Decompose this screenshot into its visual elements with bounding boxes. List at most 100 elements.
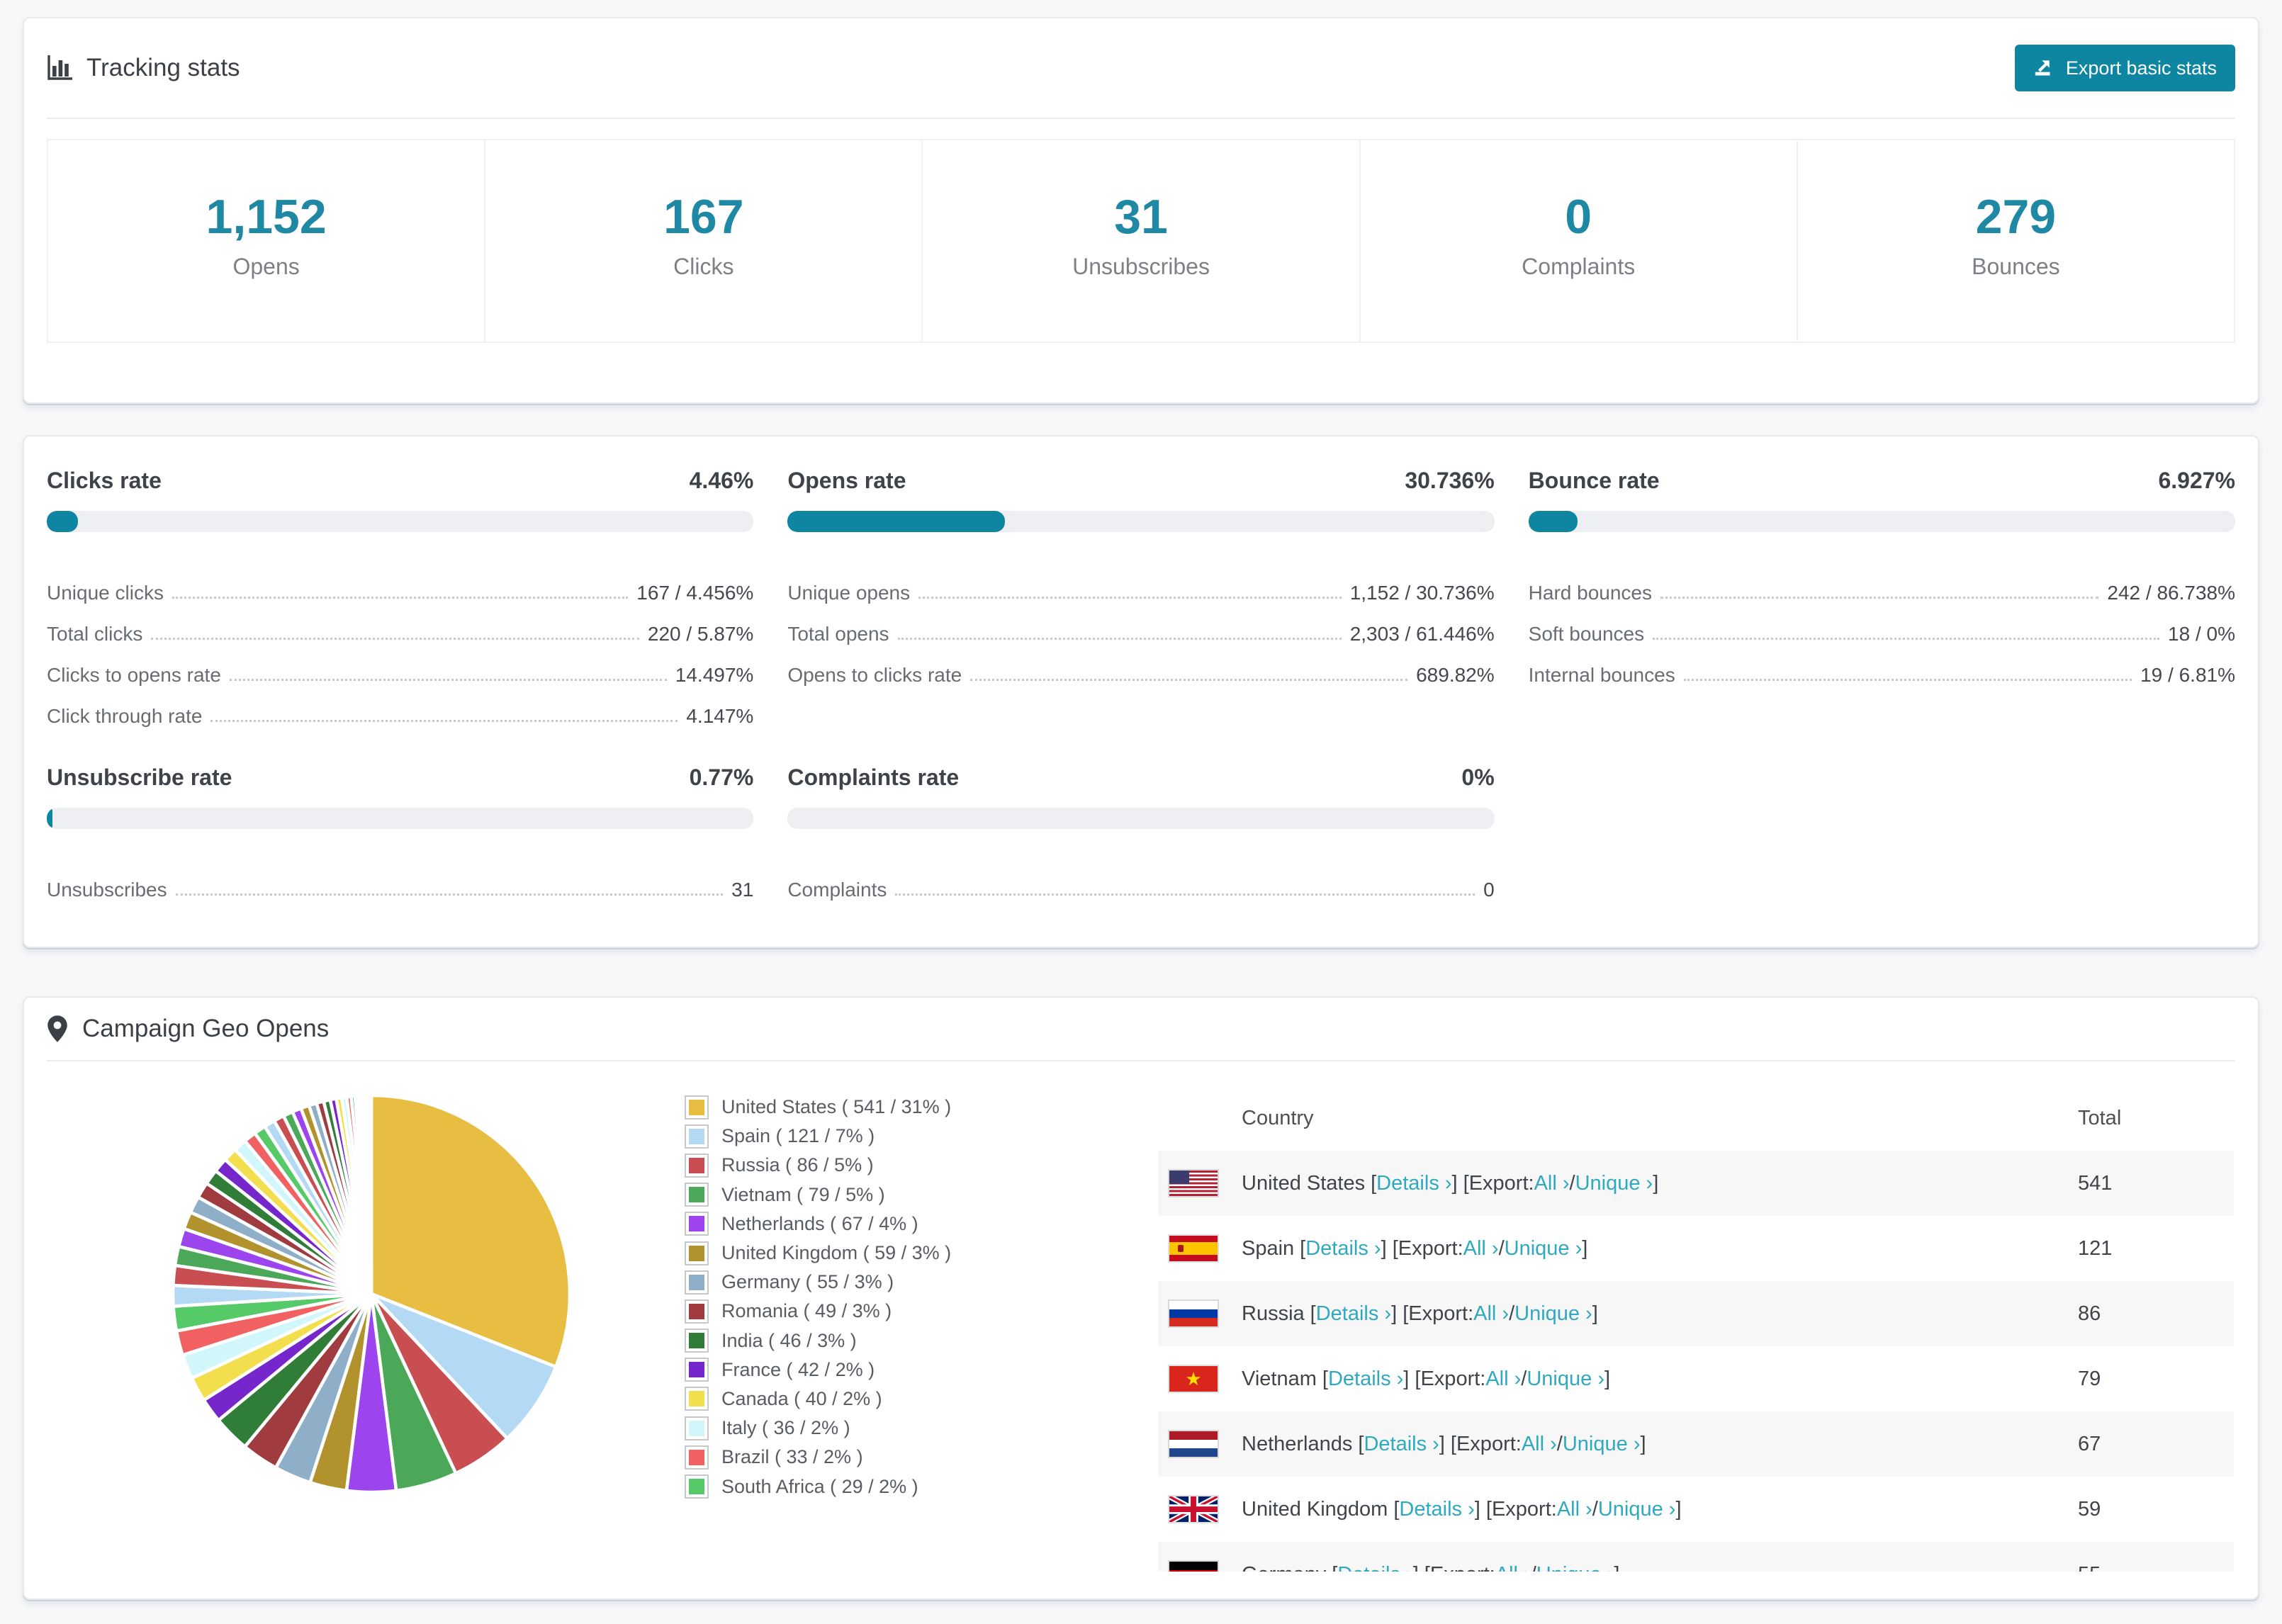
rate-row-value: 1,152 / 30.736%	[1349, 582, 1495, 604]
export-unique-link[interactable]: Unique ›	[1562, 1432, 1641, 1455]
rate-row: Click through rate 4.147%	[47, 687, 753, 728]
table-row: United Kingdom[Details ›] [Export: All ›…	[1158, 1477, 2234, 1542]
geo-title: Campaign Geo Opens	[82, 1015, 330, 1042]
dotted-leader	[1660, 597, 2099, 599]
details-link[interactable]: Details ›	[1337, 1563, 1412, 1572]
rate-row: Hard bounces 242 / 86.738%	[1529, 563, 2235, 604]
campaign-geo-opens-card: Campaign Geo Opens United States ( 541 /…	[23, 996, 2259, 1600]
export-all-link[interactable]: All ›	[1485, 1367, 1522, 1390]
export-unique-link[interactable]: Unique ›	[1504, 1236, 1583, 1260]
export-all-link[interactable]: All ›	[1473, 1302, 1510, 1325]
dotted-leader	[1653, 638, 2160, 640]
export-icon	[2033, 55, 2055, 81]
stat-box: 31 Unsubscribes	[921, 139, 1361, 343]
legend-swatch	[685, 1358, 709, 1382]
country-column-header: Country	[1242, 1106, 1314, 1129]
country-cell: United States[Details ›] [Export: All › …	[1169, 1171, 2078, 1196]
legend-swatch	[685, 1153, 709, 1178]
rate-row-label: Soft bounces	[1528, 623, 1645, 645]
rate-row-value: 242 / 86.738%	[2107, 582, 2235, 604]
country-cell: Spain[Details ›] [Export: All › / Unique…	[1169, 1236, 2078, 1261]
legend-label: Russia ( 86 / 5% )	[721, 1154, 874, 1176]
dotted-leader	[970, 679, 1408, 681]
rate-row-label: Hard bounces	[1528, 582, 1652, 604]
rate-row: Soft bounces 18 / 0%	[1529, 604, 2235, 645]
export-unique-link[interactable]: Unique ›	[1575, 1171, 1653, 1195]
rate-row-value: 14.497%	[675, 664, 754, 686]
rate-row: Unique opens 1,152 / 30.736%	[787, 563, 1494, 604]
total-column-header: Total	[2078, 1106, 2122, 1129]
rate-row-label: Click through rate	[47, 705, 203, 727]
rate-rows: Unsubscribes 31	[47, 860, 753, 901]
rate-value: 6.927%	[2158, 468, 2235, 493]
rate-title: Clicks rate	[47, 468, 162, 493]
export-button-label: Export basic stats	[2065, 57, 2217, 79]
stat-value: 279	[1975, 190, 2057, 244]
flag-united-kingdom	[1169, 1496, 1218, 1522]
legend-swatch	[685, 1474, 709, 1499]
pie-slice	[369, 1292, 558, 1440]
export-label: Export:	[1408, 1302, 1474, 1325]
legend-swatch	[685, 1212, 709, 1236]
export-all-link[interactable]: All ›	[1463, 1236, 1499, 1260]
tracking-stats-header: Tracking stats Export basic stats	[24, 18, 2258, 118]
dotted-leader	[918, 597, 1342, 599]
rate-row-label: Unique clicks	[47, 582, 164, 604]
legend-item: Germany ( 55 / 3% )	[685, 1268, 1158, 1297]
flag-de-icon	[1169, 1562, 1218, 1572]
rate-block: Clicks rate 4.46% Unique clicks 167 / 4.456…	[47, 468, 754, 728]
export-unique-link[interactable]: Unique ›	[1514, 1302, 1592, 1325]
stat-boxes: 1,152 Opens 167 Clicks 31 Unsubscribes 0 Compla…	[47, 139, 2236, 343]
rate-block: Complaints rate 0% Complaints 0	[787, 765, 1495, 901]
legend-swatch	[685, 1241, 709, 1265]
export-all-link[interactable]: All ›	[1495, 1563, 1531, 1572]
rate-title: Bounce rate	[1528, 468, 1660, 493]
progress-bar	[787, 511, 1495, 532]
export-all-link[interactable]: All ›	[1521, 1432, 1557, 1455]
export-all-link[interactable]: All ›	[1556, 1497, 1592, 1521]
export-label: Export:	[1430, 1563, 1495, 1572]
export-unique-link[interactable]: Unique ›	[1536, 1563, 1614, 1572]
stat-value: 1,152	[206, 190, 327, 244]
details-link[interactable]: Details ›	[1315, 1302, 1392, 1325]
legend-swatch	[685, 1270, 709, 1295]
dotted-leader	[1683, 679, 2132, 681]
details-link[interactable]: Details ›	[1399, 1497, 1475, 1521]
table-row: Spain[Details ›] [Export: All › / Unique…	[1158, 1216, 2234, 1281]
rate-row: Unique clicks 167 / 4.456%	[47, 563, 753, 604]
stat-label: Complaints	[1522, 254, 1636, 279]
stat-box: 0 Complaints	[1359, 139, 1798, 343]
legend-swatch	[685, 1387, 709, 1411]
rate-row-value: 18 / 0%	[2168, 623, 2235, 645]
country-cell: Netherlands[Details ›] [Export: All › / …	[1169, 1431, 2078, 1457]
details-link[interactable]: Details ›	[1305, 1236, 1381, 1260]
details-link[interactable]: Details ›	[1364, 1432, 1439, 1455]
rate-title: Opens rate	[787, 468, 906, 493]
legend-swatch	[685, 1183, 709, 1207]
legend-item: Canada ( 40 / 2% )	[685, 1385, 1158, 1414]
table-row: Russia[Details ›] [Export: All › / Uniqu…	[1158, 1281, 2234, 1346]
export-unique-link[interactable]: Unique ›	[1527, 1367, 1604, 1390]
details-link[interactable]: Details ›	[1327, 1367, 1404, 1390]
stat-label: Bounces	[1972, 254, 2060, 279]
export-basic-stats-button[interactable]: Export basic stats	[2014, 45, 2235, 91]
rate-row: Total clicks 220 / 5.87%	[47, 604, 753, 645]
legend-label: Romania ( 49 / 3% )	[721, 1300, 892, 1322]
export-label: Export:	[1398, 1236, 1463, 1260]
export-unique-link[interactable]: Unique ›	[1597, 1497, 1676, 1521]
rate-head: Complaints rate 0%	[787, 765, 1494, 791]
rate-value: 30.736%	[1405, 468, 1495, 493]
total-value: 121	[2078, 1236, 2113, 1260]
legend-item: United States ( 541 / 31% )	[685, 1093, 1158, 1122]
total-value: 59	[2078, 1497, 2101, 1521]
export-all-link[interactable]: All ›	[1534, 1171, 1570, 1195]
rate-row-value: 4.147%	[686, 705, 754, 727]
dotted-leader	[897, 638, 1342, 640]
legend-item: Spain ( 121 / 7% )	[685, 1122, 1158, 1151]
stat-value: 0	[1565, 190, 1592, 244]
country-name: Germany	[1242, 1563, 1326, 1572]
table-row: Netherlands[Details ›] [Export: All › / …	[1158, 1411, 2234, 1477]
details-link[interactable]: Details ›	[1376, 1171, 1452, 1195]
rate-row: Complaints 0	[787, 860, 1494, 901]
rate-row-value: 19 / 6.81%	[2140, 664, 2235, 686]
